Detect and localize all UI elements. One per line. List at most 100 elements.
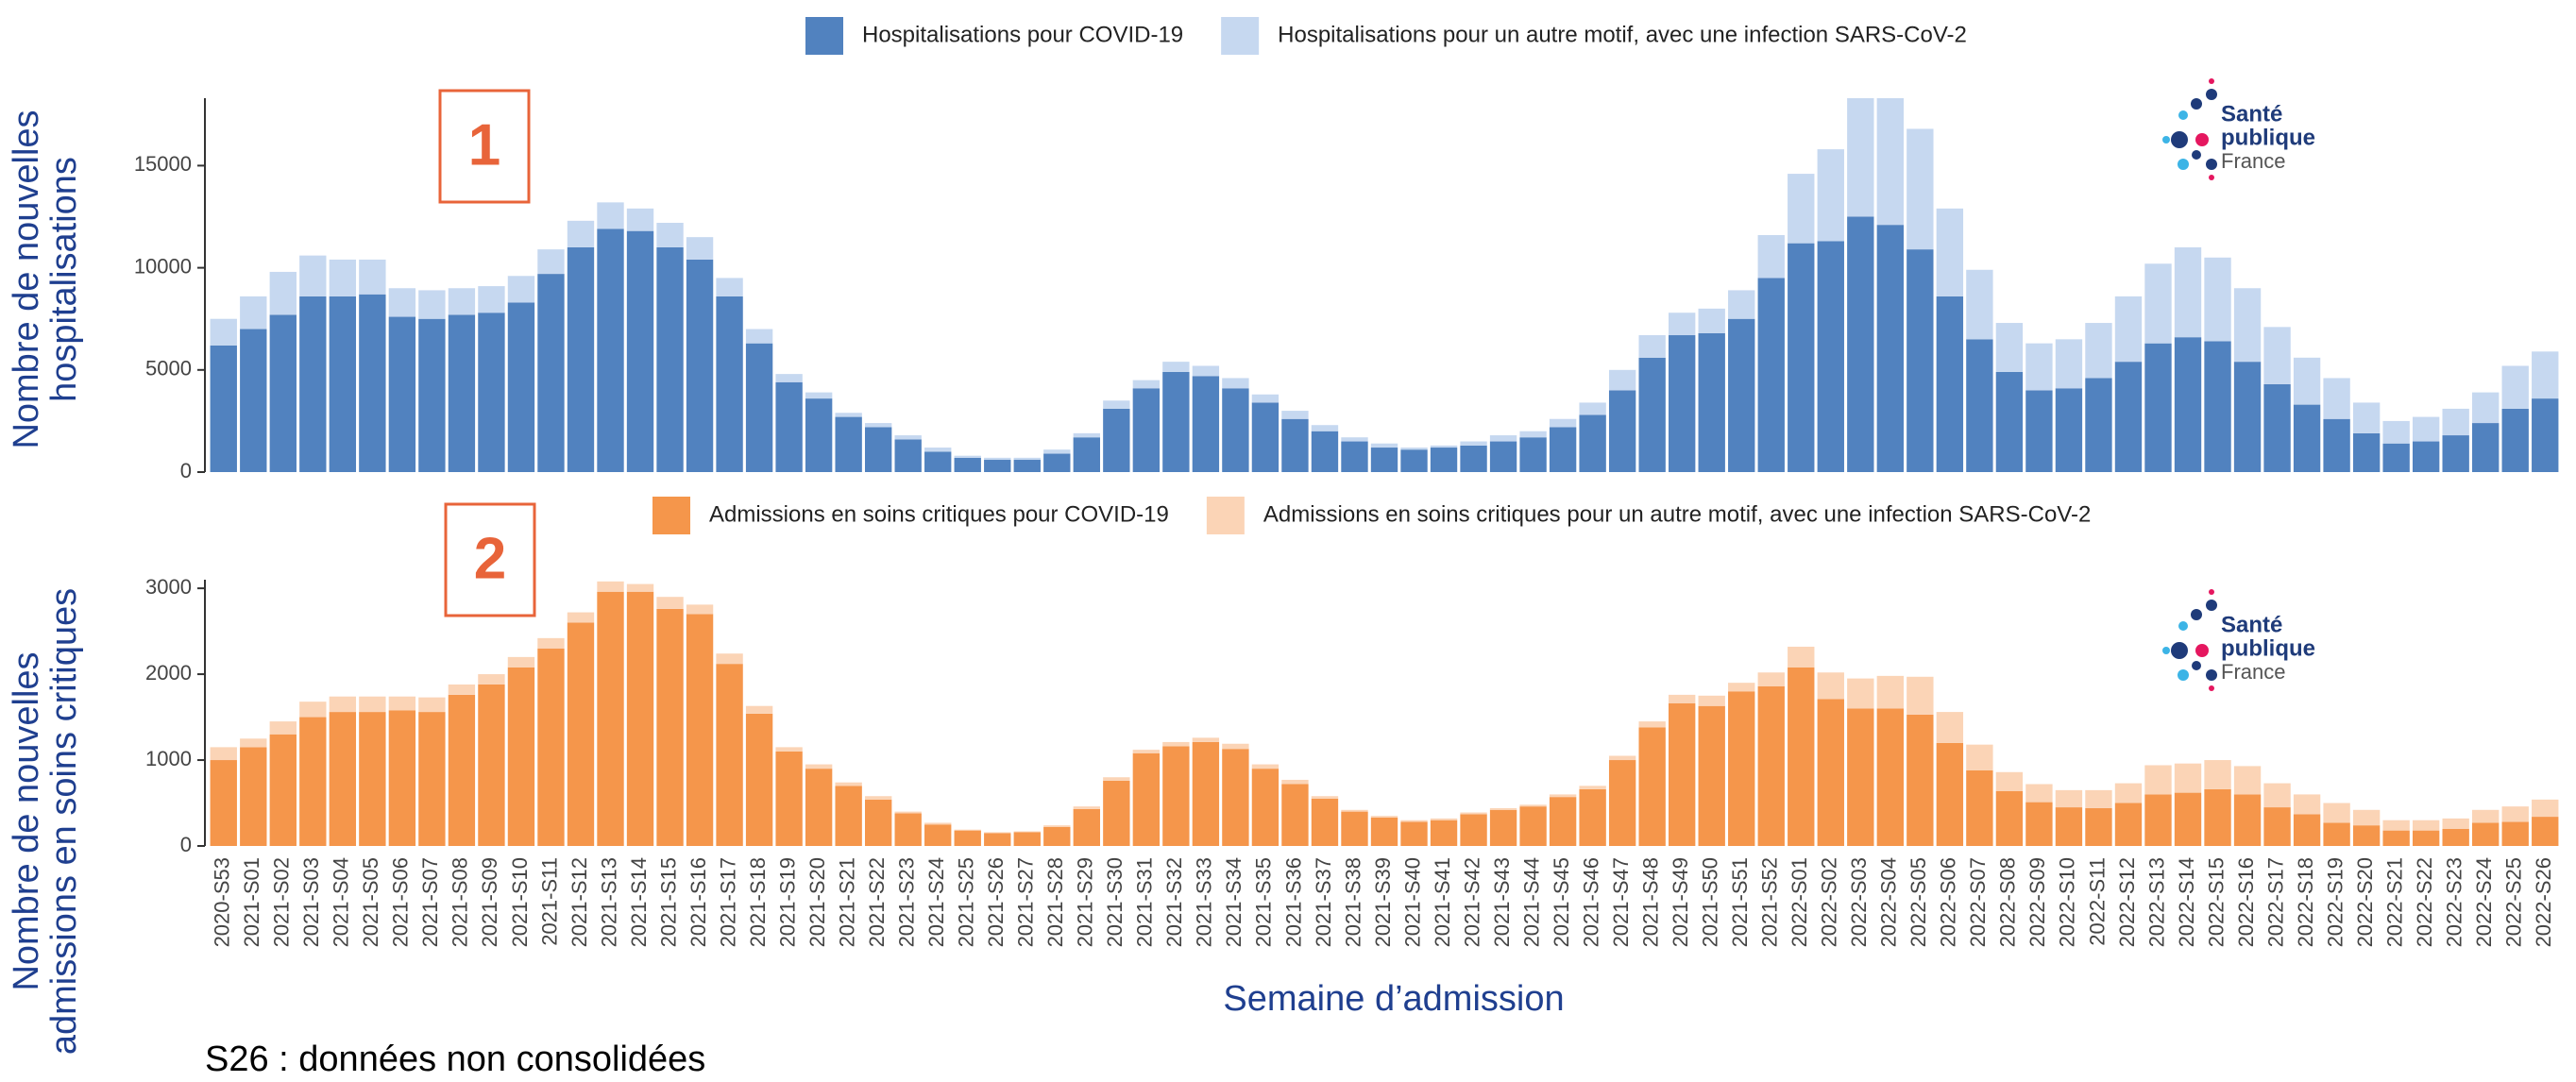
- bar-segment: [1788, 174, 1815, 244]
- bar-segment: [269, 314, 297, 472]
- bar-segment: [2352, 402, 2381, 433]
- bar-segment: [359, 696, 386, 713]
- bar-segment: [1341, 811, 1368, 846]
- bar-segment: [2323, 822, 2350, 846]
- x-tick-label: 2022-S10: [2056, 857, 2079, 947]
- annotation-box: [438, 89, 531, 204]
- bar-segment: [240, 747, 267, 846]
- bar-segment: [1103, 780, 1130, 846]
- x-tick-label: 2021-S18: [746, 857, 770, 947]
- bar-segment: [2412, 416, 2440, 442]
- bar-segment: [2025, 390, 2053, 472]
- bar-segment: [1519, 431, 1547, 438]
- bar-segment: [1788, 667, 1815, 846]
- bar-segment: [1400, 821, 1428, 846]
- logo-dot: [2206, 89, 2217, 100]
- bar-segment: [210, 345, 237, 472]
- x-tick-label: 2021-S10: [508, 857, 532, 947]
- bar-segment: [1251, 402, 1280, 472]
- annotation: 1: [468, 112, 500, 178]
- bar-segment: [2442, 828, 2469, 846]
- bar-segment: [597, 228, 624, 472]
- x-tick-label: 2022-S16: [2234, 857, 2258, 947]
- x-tick-label: 2021-S52: [1758, 857, 1782, 947]
- y-tick-label: 1000: [145, 747, 192, 770]
- bar-segment: [1281, 779, 1309, 785]
- x-tick-label: 2021-S39: [1371, 857, 1395, 947]
- bar-segment: [1400, 448, 1428, 450]
- bar-segment: [1728, 683, 1755, 692]
- bar-segment: [626, 591, 654, 846]
- bar-segment: [924, 451, 952, 472]
- bar-segment: [954, 830, 981, 846]
- bar-segment: [1043, 453, 1071, 472]
- x-tick-label: 2021-S22: [865, 857, 889, 947]
- bar-segment: [1043, 826, 1071, 846]
- bar-segment: [388, 710, 416, 846]
- bar-segment: [1669, 335, 1696, 472]
- x-tick-label: 2021-S44: [1519, 857, 1543, 947]
- bar-segment: [1936, 712, 1964, 743]
- bar-segment: [2501, 806, 2529, 822]
- bar-segment: [1073, 432, 1100, 438]
- bar-segment: [1995, 323, 2024, 372]
- x-tick-label: 2021-S26: [984, 857, 1008, 947]
- bar-segment: [1966, 769, 1993, 846]
- x-tick-label: 2021-S41: [1431, 857, 1454, 947]
- x-tick-label: 2021-S04: [330, 857, 353, 947]
- x-tick-label: 2021-S48: [1638, 857, 1662, 947]
- bar-segment: [1936, 296, 1964, 472]
- bar-segment: [745, 329, 773, 344]
- bar-segment: [2144, 343, 2172, 472]
- y-tick-label: 2000: [145, 661, 192, 685]
- bar-segment: [1788, 243, 1815, 472]
- bar-segment: [2323, 378, 2350, 419]
- x-tick-label: 2021-S51: [1728, 857, 1752, 947]
- bar-segment: [924, 448, 952, 452]
- bar-segment: [1460, 814, 1487, 846]
- bar-segment: [448, 684, 476, 695]
- bar-segment: [1549, 427, 1577, 472]
- bar-segment: [2293, 814, 2321, 846]
- bar-segment: [1966, 269, 1993, 340]
- x-tick-label: 2022-S13: [2144, 857, 2168, 947]
- bar-segment: [1817, 672, 1844, 700]
- bar-segment: [1876, 708, 1905, 846]
- bar-segment: [2412, 441, 2440, 472]
- bar-segment: [1669, 313, 1696, 336]
- bar-segment: [388, 696, 416, 711]
- bar-segment: [210, 318, 237, 346]
- x-tick-label: 2021-S12: [568, 857, 591, 947]
- x-tick-label: 2021-S29: [1074, 857, 1097, 947]
- bar-segment: [2114, 803, 2143, 846]
- logo-dot: [2206, 159, 2217, 170]
- logo-text: France: [2221, 660, 2285, 684]
- x-tick-label: 2021-S24: [924, 857, 948, 947]
- bar-segment: [210, 760, 237, 846]
- bar-segment: [1698, 695, 1725, 706]
- bar-segment: [2352, 432, 2381, 472]
- logo-dot: [2178, 110, 2188, 120]
- annotation-box: [444, 502, 536, 617]
- bar-segment: [1757, 685, 1785, 846]
- bar-segment: [716, 664, 743, 846]
- x-tick-label: 2021-S36: [1281, 857, 1305, 947]
- bar-segment: [329, 296, 357, 472]
- bar-segment: [2085, 807, 2112, 846]
- x-tick-label: 2021-S28: [1043, 857, 1067, 947]
- bar-segment: [478, 286, 505, 313]
- bar-segment: [1192, 741, 1220, 846]
- bar-segment: [1936, 742, 1964, 846]
- logo-dot: [2171, 131, 2188, 148]
- x-tick-label: 2021-S09: [478, 857, 501, 947]
- bar-segment: [805, 769, 833, 846]
- bar-segment: [507, 302, 535, 472]
- bar-segment: [1579, 786, 1606, 789]
- bar-segment: [1728, 290, 1755, 319]
- bar-segment: [745, 713, 773, 846]
- x-tick-label: 2021-S49: [1669, 857, 1692, 947]
- y-axis-title: Nombre de nouvelles: [7, 110, 46, 448]
- x-tick-label: 2021-S06: [389, 857, 413, 947]
- x-tick-label: 2021-S25: [955, 857, 978, 947]
